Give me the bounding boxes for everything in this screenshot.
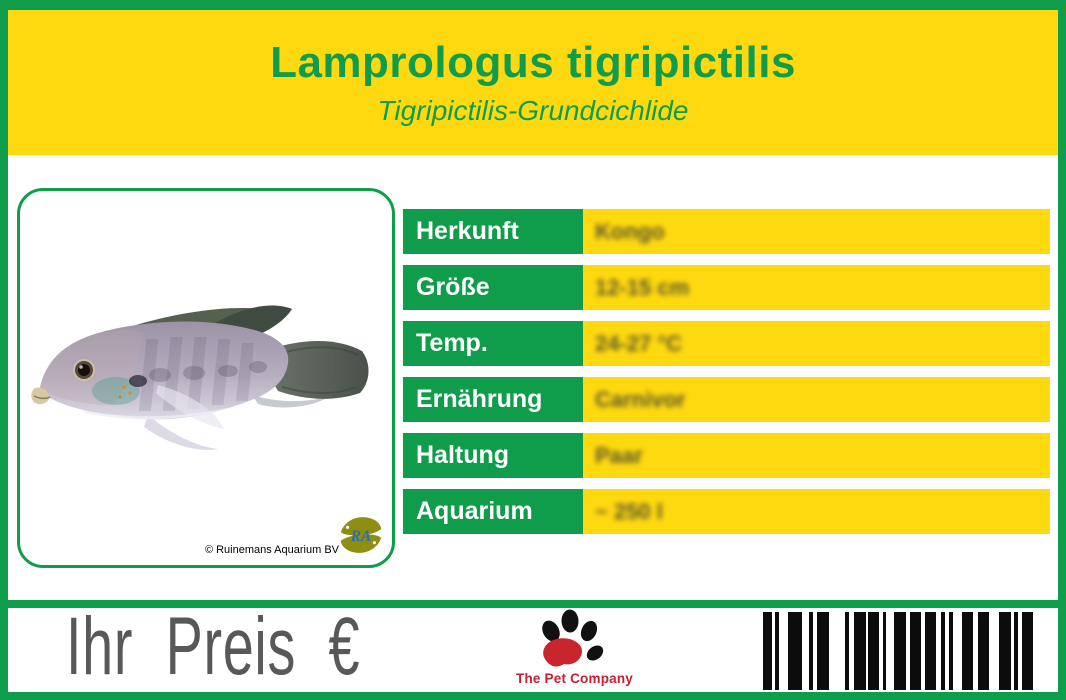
ruinemans-aquarium-logo: RA <box>337 511 385 559</box>
row-value: ~ 250 l <box>583 489 1050 534</box>
barcode-bar <box>883 612 886 690</box>
barcode-bar <box>949 612 953 690</box>
common-name-subtitle: Tigripictilis-Grundcichlide <box>377 94 689 126</box>
row-label: Ernährung <box>403 377 583 422</box>
table-row: Aquarium ~ 250 l <box>403 489 1050 534</box>
barcode-bar <box>788 612 802 690</box>
row-label: Aquarium <box>403 489 583 534</box>
row-label: Temp. <box>403 321 583 366</box>
barcode-bar <box>817 612 829 690</box>
row-label: Herkunft <box>403 209 583 254</box>
table-row: Haltung Paar <box>403 433 1050 478</box>
row-value-text: Carnivor <box>595 386 686 412</box>
barcode-bar <box>809 612 813 690</box>
row-value-text: Kongo <box>595 218 665 244</box>
body-section: © Ruinemans Aquarium BV RA Herkunft Kong… <box>8 155 1058 600</box>
row-value: Paar <box>583 433 1050 478</box>
row-value-text: 12-15 cm <box>595 274 690 300</box>
barcode-bar <box>845 612 849 690</box>
barcode-bar <box>925 612 936 690</box>
paw-print-icon <box>542 609 604 667</box>
info-table: Herkunft Kongo Größe 12-15 cm Temp. 24-2… <box>403 209 1050 534</box>
row-value: 12-15 cm <box>583 265 1050 310</box>
barcode-bar <box>1022 612 1033 690</box>
barcode-bar <box>978 612 989 690</box>
table-row: Temp. 24-27 °C <box>403 321 1050 366</box>
row-value-text: Paar <box>595 442 643 468</box>
species-title: Lamprologus tigripictilis <box>270 37 796 87</box>
photo-copyright: © Ruinemans Aquarium BV <box>204 544 339 556</box>
barcode-bar <box>999 612 1011 690</box>
barcode <box>763 612 1033 690</box>
barcode-bar <box>1014 612 1018 690</box>
table-row: Ernährung Carnivor <box>403 377 1050 422</box>
fish-photo <box>31 305 369 450</box>
fish-photo-frame: © Ruinemans Aquarium BV RA <box>17 188 395 568</box>
barcode-bar <box>910 612 921 690</box>
row-label: Haltung <box>403 433 583 478</box>
row-value-text: 24-27 °C <box>595 330 683 356</box>
pet-company-name: The Pet Company <box>516 671 634 686</box>
pet-company-logo: The Pet Company <box>516 609 634 686</box>
row-label: Größe <box>403 265 583 310</box>
header: Lamprologus tigripictilis Tigripictilis-… <box>8 10 1058 155</box>
table-row: Größe 12-15 cm <box>403 265 1050 310</box>
price-label: Ihr Preis € <box>66 601 361 693</box>
barcode-bar <box>763 612 772 690</box>
barcode-bar <box>868 612 879 690</box>
barcode-bar <box>941 612 945 690</box>
ra-monogram: RA <box>350 528 372 545</box>
row-value-text: ~ 250 l <box>595 498 663 524</box>
footer: Ihr Preis € The Pet Company <box>8 601 1058 692</box>
barcode-bar <box>854 612 866 690</box>
row-value: Carnivor <box>583 377 1050 422</box>
row-value: Kongo <box>583 209 1050 254</box>
row-value: 24-27 °C <box>583 321 1050 366</box>
barcode-bar <box>962 612 973 690</box>
table-row: Herkunft Kongo <box>403 209 1050 254</box>
barcode-bar <box>894 612 906 690</box>
barcode-bar <box>775 612 779 690</box>
separator-bar <box>8 600 1058 608</box>
